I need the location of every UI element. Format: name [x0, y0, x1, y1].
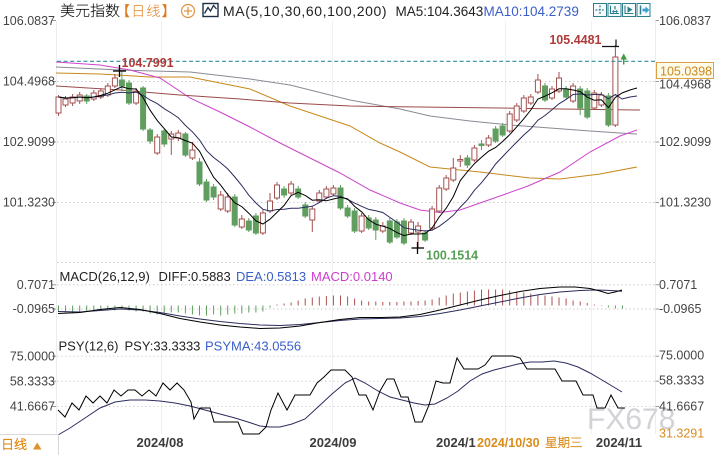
svg-text:106.0837: 106.0837	[3, 14, 55, 28]
svg-text:104.4968: 104.4968	[3, 75, 55, 89]
svg-text:PSY:33.3333: PSY:33.3333	[125, 339, 201, 354]
svg-text:75.0000: 75.0000	[659, 349, 704, 363]
svg-text:2024/10/30: 2024/10/30	[477, 436, 540, 450]
svg-text:MACD(26,12,9): MACD(26,12,9)	[60, 269, 150, 284]
svg-text:105.0398: 105.0398	[660, 65, 712, 79]
svg-text:MA5:104.3643: MA5:104.3643	[396, 4, 484, 19]
svg-text:2024/08: 2024/08	[137, 435, 184, 450]
svg-text:MA10:104.2739: MA10:104.2739	[484, 4, 579, 19]
svg-text:DIFF:0.5883: DIFF:0.5883	[159, 269, 231, 284]
svg-text:2024/09: 2024/09	[310, 435, 357, 450]
svg-text:101.3230: 101.3230	[659, 196, 711, 210]
svg-text:-0.0965: -0.0965	[659, 302, 701, 316]
svg-text:MA(5,10,30,60,100,200): MA(5,10,30,60,100,200)	[223, 3, 387, 19]
svg-text:0.7071: 0.7071	[17, 278, 55, 292]
svg-text:41.6667: 41.6667	[10, 400, 55, 414]
svg-text:101.3230: 101.3230	[3, 196, 55, 210]
svg-text:PSY(12,6): PSY(12,6)	[59, 339, 119, 354]
svg-text:0.7071: 0.7071	[659, 278, 697, 292]
svg-text:106.0837: 106.0837	[659, 14, 711, 28]
svg-text:100.1514: 100.1514	[426, 249, 478, 263]
svg-text:-0.0965: -0.0965	[13, 302, 55, 316]
svg-text:75.0000: 75.0000	[10, 350, 55, 364]
svg-text:2024/11: 2024/11	[596, 435, 642, 450]
svg-text:MACD:0.0140: MACD:0.0140	[311, 269, 393, 284]
svg-text:105.4481: 105.4481	[549, 33, 601, 47]
svg-text:104.4968: 104.4968	[659, 78, 711, 92]
svg-text:PSYMA:43.0556: PSYMA:43.0556	[205, 339, 301, 354]
svg-text:58.3333: 58.3333	[10, 375, 55, 389]
svg-text:102.9099: 102.9099	[659, 135, 711, 149]
svg-text:2024/1: 2024/1	[436, 435, 476, 450]
svg-text:58.3333: 58.3333	[659, 374, 704, 388]
svg-text:104.7991: 104.7991	[122, 56, 174, 70]
svg-text:DEA:0.5813: DEA:0.5813	[236, 269, 306, 284]
svg-text:31.3291: 31.3291	[659, 427, 704, 441]
svg-text:102.9099: 102.9099	[3, 135, 55, 149]
svg-text:41.6667: 41.6667	[659, 400, 704, 414]
